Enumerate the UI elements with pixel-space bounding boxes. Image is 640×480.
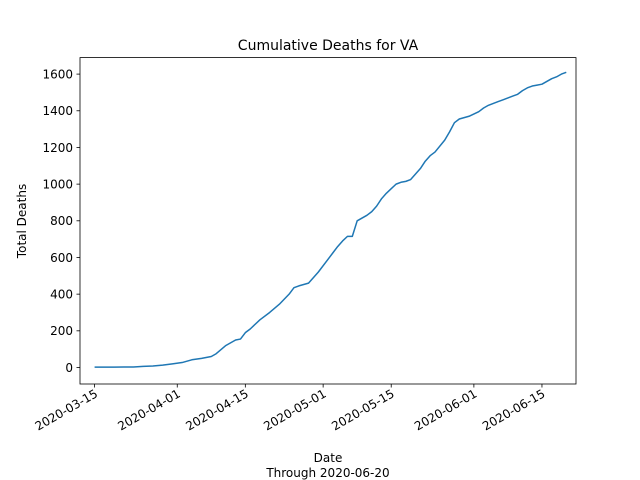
- x-tick-label: 2020-04-01: [115, 386, 182, 433]
- x-axis-label: Date: [314, 451, 343, 465]
- x-tick-label: 2020-06-15: [480, 386, 547, 433]
- y-tick-label: 1600: [42, 67, 73, 81]
- plot-area: [79, 57, 577, 385]
- x-axis-ticks: 2020-03-15 2020-04-01 2020-04-15 2020-05-01…: [33, 384, 547, 433]
- y-axis-ticks: 0 200 400 600 800 1000 1200 1400 1600: [42, 67, 80, 375]
- chart-title: Cumulative Deaths for VA: [238, 38, 419, 54]
- y-tick-label: 1000: [42, 177, 73, 191]
- y-axis-label: Total Deaths: [15, 184, 29, 259]
- y-tick-label: 400: [50, 287, 73, 301]
- y-tick-label: 600: [50, 251, 73, 265]
- y-tick-label: 1200: [42, 141, 73, 155]
- x-tick-label: 2020-05-15: [329, 386, 396, 433]
- x-tick-label: 2020-06-01: [412, 386, 479, 433]
- x-tick-label: 2020-03-15: [33, 386, 100, 433]
- y-tick-label: 200: [50, 324, 73, 338]
- y-tick-label: 800: [50, 214, 73, 228]
- x-axis-sublabel: Through 2020-06-20: [265, 466, 389, 480]
- y-tick-label: 1400: [42, 104, 73, 118]
- series-line-cumulative-deaths: [94, 71, 567, 368]
- x-tick-label: 2020-04-15: [183, 386, 250, 433]
- x-tick-label: 2020-05-01: [261, 386, 328, 433]
- y-tick-label: 0: [65, 361, 73, 375]
